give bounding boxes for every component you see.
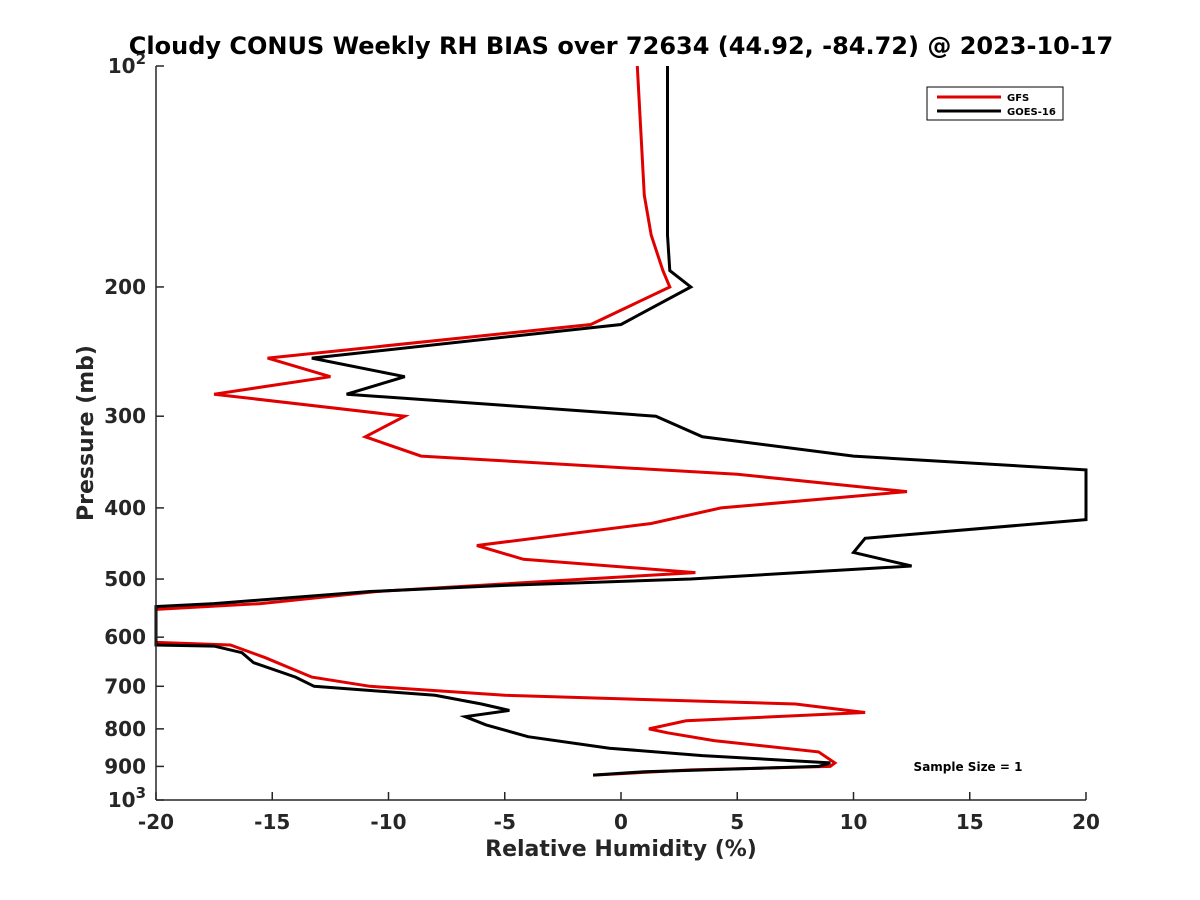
x-tick-label: 15: [956, 810, 984, 834]
legend-label-goes-16: GOES-16: [1007, 107, 1056, 118]
y-tick-label: 400: [104, 496, 146, 520]
legend-box: [926, 86, 1064, 121]
y-tick-label: 500: [104, 567, 146, 591]
plot-background: [156, 66, 1086, 800]
y-tick-label: 600: [104, 625, 146, 649]
y-tick-label-exponent: 3: [136, 784, 146, 802]
x-tick-label: 0: [614, 810, 628, 834]
x-tick-label: -15: [254, 810, 290, 834]
x-tick-label: 5: [730, 810, 744, 834]
x-tick-label: -5: [494, 810, 516, 834]
x-tick-label: -20: [138, 810, 174, 834]
y-tick-label: 800: [104, 717, 146, 741]
y-tick-label-base: 10: [108, 788, 136, 812]
chart-title: Cloudy CONUS Weekly RH BIAS over 72634 (…: [129, 32, 1113, 60]
x-tick-label: 20: [1072, 810, 1100, 834]
legend-items: GFS GOES-16: [937, 93, 1056, 118]
y-tick-label: 102: [108, 50, 146, 78]
y-tick-label-base: 10: [108, 54, 136, 78]
y-tick-label: 700: [104, 674, 146, 698]
y-tick-label: 200: [104, 275, 146, 299]
legend: GFS GOES-16: [926, 86, 1064, 121]
x-tick-label: 10: [840, 810, 868, 834]
legend-label-gfs: GFS: [1007, 93, 1029, 104]
series-line-goes-16: [154, 66, 1088, 777]
plot-area: [154, 65, 1088, 801]
x-axis-ticks: -20 -15 -10 -5 0 5 10 15 20: [138, 792, 1100, 834]
sample-size-annotation: Sample Size = 1: [914, 760, 1023, 774]
y-tick-label: 300: [104, 404, 146, 428]
x-tick-label: -10: [370, 810, 406, 834]
y-axis-title: Pressure (mb): [74, 345, 99, 521]
y-tick-label: 103: [108, 784, 146, 812]
y-tick-label: 900: [104, 754, 146, 778]
x-axis-title: Relative Humidity (%): [485, 837, 757, 862]
series-layer: [154, 65, 1088, 777]
y-tick-label-exponent: 2: [136, 50, 146, 68]
